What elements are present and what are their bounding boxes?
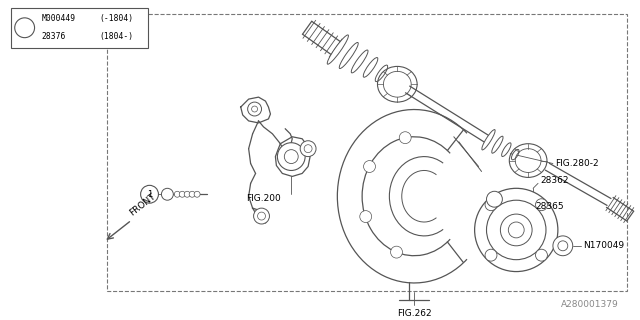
- Circle shape: [248, 102, 262, 116]
- Circle shape: [161, 188, 173, 200]
- Circle shape: [364, 161, 376, 172]
- Text: FIG.200: FIG.200: [246, 194, 281, 203]
- Text: M000449: M000449: [42, 14, 76, 23]
- Ellipse shape: [364, 58, 378, 77]
- Circle shape: [189, 191, 195, 197]
- Ellipse shape: [327, 35, 348, 64]
- Circle shape: [558, 241, 568, 251]
- Text: N170049: N170049: [582, 241, 624, 250]
- Ellipse shape: [351, 50, 368, 73]
- Ellipse shape: [511, 149, 519, 160]
- Circle shape: [277, 143, 305, 171]
- Circle shape: [485, 249, 497, 261]
- Text: 28365: 28365: [535, 202, 564, 211]
- Circle shape: [399, 132, 411, 144]
- Circle shape: [300, 141, 316, 156]
- Circle shape: [257, 212, 266, 220]
- Circle shape: [475, 188, 558, 272]
- Circle shape: [536, 249, 547, 261]
- Text: A280001379: A280001379: [561, 300, 619, 309]
- Circle shape: [485, 199, 497, 211]
- Ellipse shape: [375, 65, 388, 82]
- Ellipse shape: [339, 43, 358, 68]
- Ellipse shape: [492, 136, 503, 153]
- Bar: [11, 8, 148, 48]
- Circle shape: [390, 246, 403, 258]
- Circle shape: [184, 191, 190, 197]
- Circle shape: [174, 191, 180, 197]
- Circle shape: [15, 18, 35, 38]
- Circle shape: [360, 211, 372, 222]
- Circle shape: [536, 199, 547, 211]
- Circle shape: [284, 150, 298, 164]
- Text: FRONT: FRONT: [128, 192, 157, 218]
- Circle shape: [194, 191, 200, 197]
- Bar: [107, 14, 627, 292]
- Ellipse shape: [482, 130, 495, 150]
- Circle shape: [179, 191, 185, 197]
- Circle shape: [253, 208, 269, 224]
- Text: (1804-): (1804-): [99, 32, 133, 41]
- Text: FIG.262: FIG.262: [397, 309, 431, 318]
- Text: FIG.280-2: FIG.280-2: [555, 159, 598, 168]
- Text: (-1804): (-1804): [99, 14, 133, 23]
- Text: 1: 1: [147, 190, 152, 199]
- Circle shape: [486, 200, 546, 260]
- Circle shape: [486, 191, 502, 207]
- Text: 1: 1: [22, 23, 28, 32]
- Circle shape: [141, 185, 159, 203]
- Circle shape: [500, 214, 532, 246]
- Circle shape: [508, 222, 524, 238]
- Circle shape: [304, 145, 312, 153]
- Text: 28362: 28362: [540, 176, 568, 185]
- Text: 28376: 28376: [42, 32, 66, 41]
- Ellipse shape: [502, 143, 511, 156]
- Circle shape: [252, 106, 257, 112]
- Circle shape: [553, 236, 573, 256]
